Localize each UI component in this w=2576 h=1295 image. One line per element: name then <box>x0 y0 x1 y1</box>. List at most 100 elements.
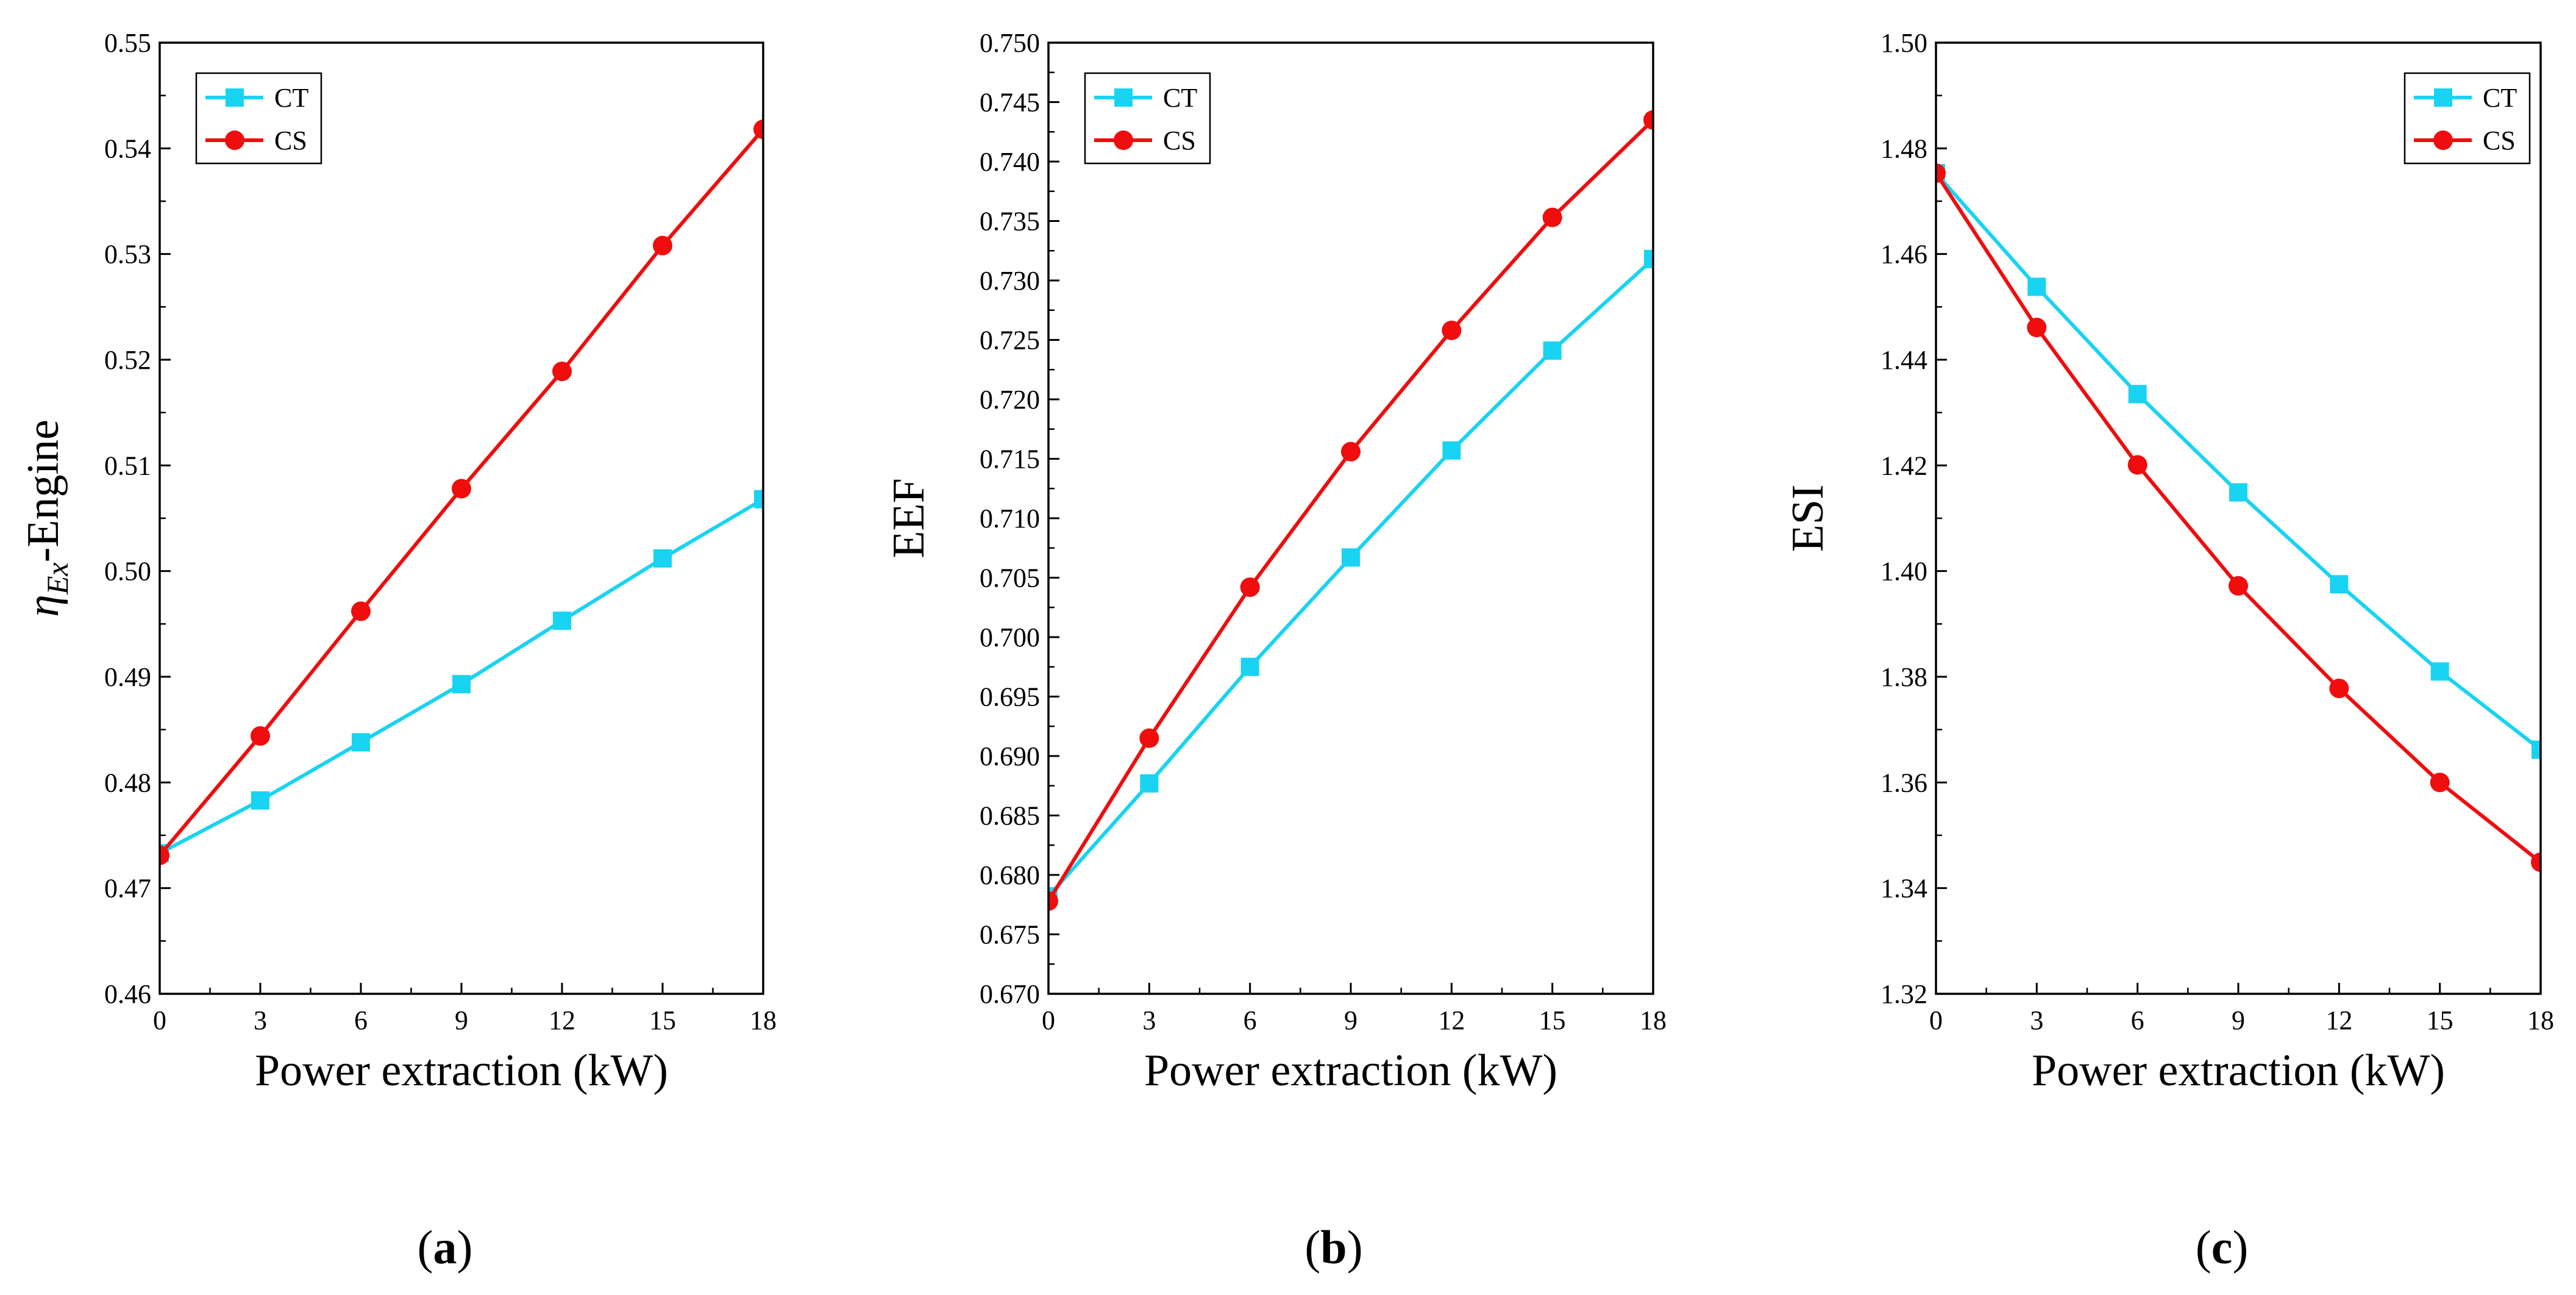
y-tick-label: 0.750 <box>980 28 1040 58</box>
data-point-ct <box>1543 341 1562 360</box>
x-axis-title: Power extraction (kW) <box>255 1046 668 1096</box>
y-tick-label: 1.34 <box>1880 874 1927 904</box>
y-tick-label: 0.705 <box>980 563 1040 593</box>
data-point-cs <box>653 235 672 255</box>
legend-box <box>1084 72 1211 165</box>
y-tick-label: 0.47 <box>104 874 151 904</box>
panel-label: (b) <box>1304 1221 1362 1274</box>
plot-frame <box>158 41 764 995</box>
y-tick-label: 0.680 <box>980 860 1040 890</box>
y-tick-label: 1.50 <box>1880 28 1927 58</box>
plot-area <box>1048 110 1653 911</box>
x-tick-label: 18 <box>2527 1005 2554 1035</box>
x-tick-label: 12 <box>1438 1005 1465 1035</box>
x-tick-label: 9 <box>455 1005 468 1035</box>
x-tick-label: 6 <box>2131 1005 2144 1035</box>
data-point-cs <box>2229 576 2248 596</box>
legend: CT CS <box>195 72 322 165</box>
chart-panel-c: 1.32 1.34 1.36 1.38 1.40 1.42 1.44 1.46 1.48 1.50… <box>1783 28 2554 1274</box>
y-tick-label: 0.720 <box>980 385 1040 415</box>
panel-label-letter: a <box>433 1221 457 1274</box>
legend-marker-ct <box>2434 88 2452 107</box>
x-tick-label: 3 <box>2030 1005 2043 1035</box>
chart-panel-b: 0.670 0.675 0.680 0.685 0.690 0.695 0.700 0.705… <box>884 28 1667 1274</box>
panel-label: (a) <box>418 1221 473 1274</box>
series-line-cs <box>1048 118 1653 902</box>
legend-marker-cs <box>225 130 244 150</box>
data-point-cs <box>1048 891 1058 911</box>
plot-area <box>160 120 763 865</box>
x-tick-label: 6 <box>354 1005 368 1035</box>
y-tick-label: 0.685 <box>980 801 1040 831</box>
y-tick-label: 0.745 <box>980 88 1040 118</box>
x-tick-label: 0 <box>1929 1005 1943 1035</box>
y-tick-label: 0.715 <box>980 444 1040 474</box>
y-tick-label: 0.48 <box>104 768 151 797</box>
y-tick-label: 0.730 <box>980 266 1040 296</box>
x-tick-label: 15 <box>2427 1005 2453 1035</box>
data-point-cs <box>2329 679 2349 699</box>
y-tick-label: 0.54 <box>104 134 151 163</box>
y-tick-label: 0.55 <box>104 28 151 58</box>
data-point-ct <box>352 733 370 752</box>
panel-label-letter: b <box>1320 1221 1347 1274</box>
y-tick-label: 0.740 <box>980 147 1040 177</box>
legend-marker-ct <box>226 88 244 107</box>
x-tick-label: 15 <box>1539 1005 1566 1035</box>
legend-marker-cs <box>2433 130 2453 150</box>
data-point-cs <box>1542 207 1562 227</box>
x-tick-label: 18 <box>1640 1005 1667 1035</box>
y-axis-subscript: Ex <box>40 562 74 595</box>
data-point-ct <box>2229 483 2247 502</box>
data-point-cs <box>1139 728 1159 748</box>
y-tick-label: 0.690 <box>980 741 1040 771</box>
y-tick-label: 1.46 <box>1880 240 1927 269</box>
data-point-cs <box>753 120 763 140</box>
y-tick-label: 1.48 <box>1880 134 1927 163</box>
data-point-ct <box>2128 385 2147 404</box>
data-point-ct <box>754 490 763 508</box>
x-tick-label: 18 <box>750 1005 777 1035</box>
legend-label-ct: CT <box>274 83 308 113</box>
data-point-ct <box>1342 548 1360 567</box>
data-point-ct <box>1140 774 1159 793</box>
panel-label-close: ) <box>1347 1221 1363 1274</box>
x-tick-label: 0 <box>1042 1005 1055 1035</box>
data-point-cs <box>2430 772 2450 793</box>
legend-label-cs: CS <box>274 126 307 155</box>
x-tick-label: 9 <box>1344 1005 1357 1035</box>
data-point-ct <box>553 612 571 630</box>
data-point-cs <box>1643 110 1653 130</box>
panel-label: (c) <box>2196 1221 2249 1274</box>
legend-label-ct: CT <box>1163 83 1197 113</box>
data-point-cs <box>2127 455 2147 475</box>
y-tick-label: 0.695 <box>980 682 1040 712</box>
y-tick-label: 1.44 <box>1880 345 1927 375</box>
data-point-ct <box>1644 249 1653 268</box>
x-tick-label: 15 <box>649 1005 676 1035</box>
x-tick-label: 9 <box>2232 1005 2245 1035</box>
plot-frame <box>1935 41 2542 995</box>
panel-label-close: ) <box>457 1221 473 1274</box>
y-tick-label: 0.725 <box>980 326 1040 355</box>
data-point-ct <box>1240 657 1259 676</box>
data-point-cs <box>1936 163 1946 184</box>
chart-panel-a: 0.46 0.47 0.48 0.49 0.50 0.51 0.52 0.53 0.54 0.55… <box>18 28 777 1274</box>
y-tick-label: 0.710 <box>980 504 1040 533</box>
legend-label-ct: CT <box>2483 83 2517 113</box>
y-axis-title-text: -Engine <box>18 419 68 562</box>
data-point-ct <box>653 549 672 568</box>
data-point-ct <box>1442 441 1461 460</box>
y-tick-label: 0.53 <box>104 240 151 269</box>
data-point-ct <box>452 675 471 694</box>
y-tick-label: 0.50 <box>104 557 151 587</box>
legend-box <box>195 72 322 165</box>
data-point-cs <box>160 845 169 865</box>
x-tick-label: 6 <box>1244 1005 1257 1035</box>
y-tick-label: 0.735 <box>980 207 1040 237</box>
data-point-cs <box>2027 318 2047 338</box>
legend: CT CS <box>2403 72 2531 165</box>
legend-marker-ct <box>1114 88 1133 107</box>
legend-box <box>2403 72 2531 165</box>
